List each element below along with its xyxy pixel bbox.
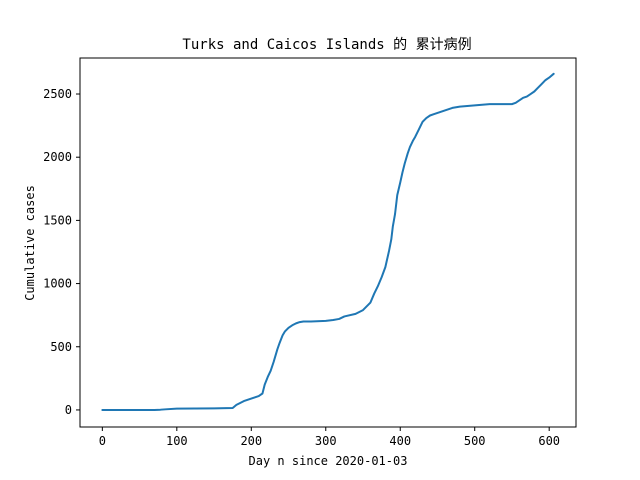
y-tick-label-5: 2500 — [43, 87, 72, 101]
y-tick-label-1: 500 — [50, 340, 72, 354]
x-axis-label: Day n since 2020-01-03 — [249, 454, 408, 468]
y-axis-ticks: 0 500 1000 1500 2000 2500 — [43, 87, 80, 417]
y-tick-label-3: 1500 — [43, 213, 72, 227]
series-line-0 — [101, 72, 555, 411]
y-tick-label-4: 2000 — [43, 150, 72, 164]
chart-title: Turks and Caicos Islands 的 累计病例 — [182, 37, 471, 53]
x-tick-label-0: 0 — [99, 434, 106, 448]
x-tick-label-6: 600 — [538, 434, 560, 448]
y-tick-label-2: 1000 — [43, 277, 72, 291]
y-axis-label: Cumulative cases — [23, 185, 37, 301]
y-tick-label-0: 0 — [65, 403, 72, 417]
plot-area — [101, 72, 555, 411]
x-tick-label-4: 400 — [389, 434, 411, 448]
x-tick-label-3: 300 — [315, 434, 337, 448]
x-tick-label-1: 100 — [166, 434, 188, 448]
axes-frame — [79, 57, 577, 428]
x-tick-label-5: 500 — [464, 434, 486, 448]
x-tick-label-2: 200 — [240, 434, 262, 448]
x-axis-ticks: 0 100 200 300 400 500 600 — [99, 427, 560, 448]
